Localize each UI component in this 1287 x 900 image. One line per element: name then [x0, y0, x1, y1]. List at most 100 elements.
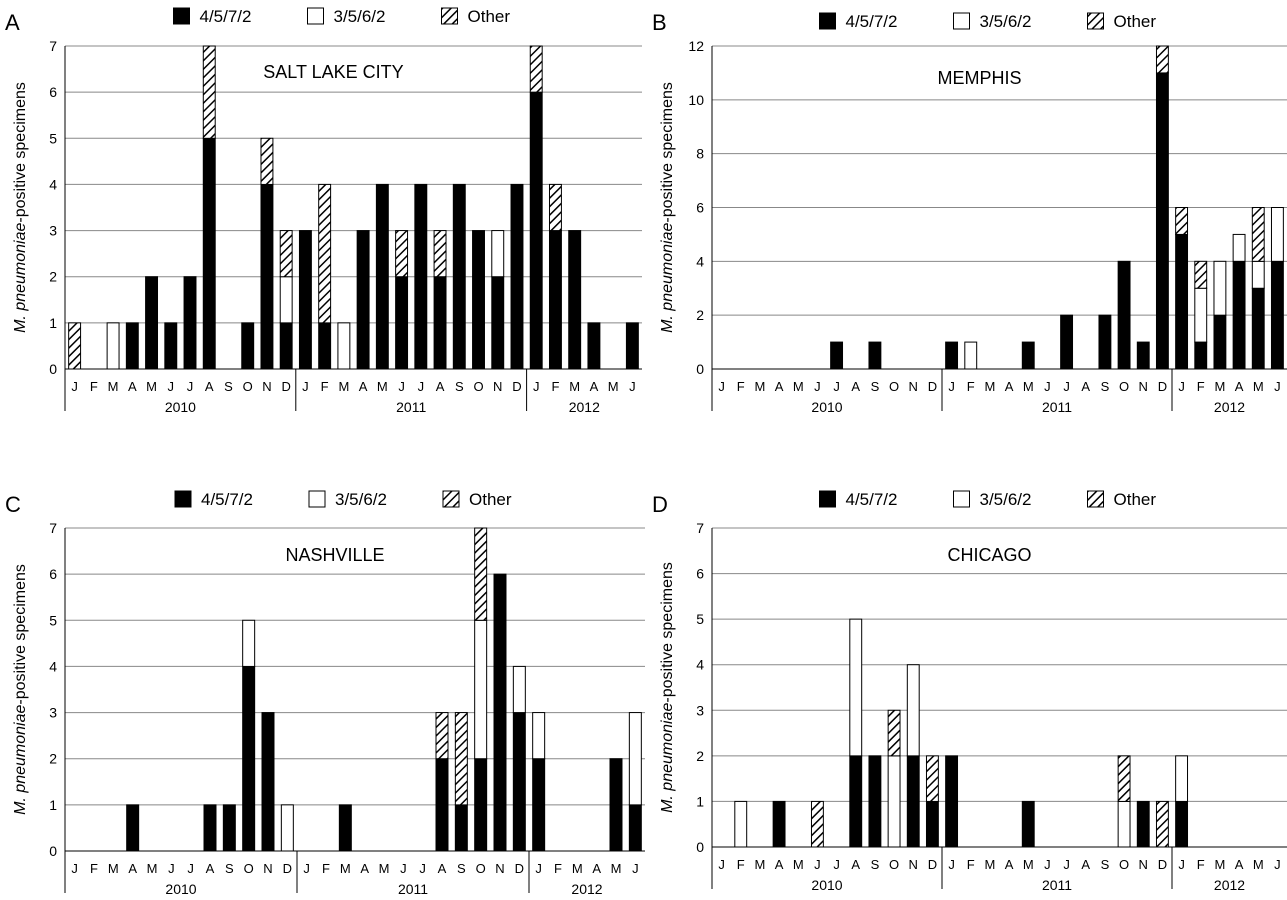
year-label: 2012 [571, 881, 602, 897]
x-tick-label: A [592, 861, 601, 876]
x-tick-label: O [473, 379, 483, 394]
legend-label-type-4572: 4/5/7/2 [846, 12, 898, 31]
chart-title: MEMPHIS [937, 68, 1021, 88]
bar-type-4572 [1232, 260, 1246, 370]
y-tick-label: 1 [49, 797, 57, 813]
bar-type-4572 [261, 712, 275, 852]
bar-type-4572 [628, 804, 642, 852]
x-tick-label: A [359, 379, 368, 394]
year-label: 2012 [1214, 399, 1245, 415]
x-tick-label: N [909, 857, 918, 872]
panel-d: D 4/5/7/2 3/5/6/2 Other 0 1 2 3 4 5 6 7 M. pneumonia… [652, 490, 1287, 893]
bar-type-4572 [472, 230, 485, 370]
x-tick-label: J [1274, 379, 1281, 394]
x-tick-label: M [572, 861, 583, 876]
legend-swatch-other [442, 490, 460, 508]
y-tick-label: 4 [49, 176, 57, 192]
y-tick-label: 6 [49, 566, 57, 582]
y-tick-label: 6 [696, 566, 704, 582]
bar-type-4572 [241, 322, 255, 370]
x-tick-label: A [590, 379, 599, 394]
year-label: 2010 [811, 877, 842, 893]
x-tick-label: S [1101, 379, 1110, 394]
bar-other [279, 230, 293, 278]
chart-title: NASHVILLE [285, 545, 384, 565]
year-label: 2011 [1042, 399, 1072, 415]
x-tick-label: N [262, 379, 271, 394]
x-tick-label: S [1101, 857, 1110, 872]
bar-type-4572 [830, 341, 844, 370]
y-tick-label: 3 [696, 702, 704, 718]
legend-label-type-3562: 3/5/6/2 [980, 490, 1032, 509]
bar-type-4572 [868, 341, 882, 370]
x-tick-label: O [889, 379, 899, 394]
bar-type-4572 [568, 230, 582, 370]
x-tick-label: N [1139, 857, 1148, 872]
panel-b: B 4/5/7/2 3/5/6/2 Other 0 2 4 6 8 10 12 M. pneumoni… [652, 10, 1287, 415]
bar-type-4572 [945, 755, 959, 848]
x-tick-label: S [457, 861, 466, 876]
bar-type-4572 [318, 322, 332, 370]
x-tick-label: J [1063, 379, 1070, 394]
x-tick-label: J [1178, 379, 1185, 394]
x-tick-label: M [1253, 379, 1264, 394]
x-tick-label: A [206, 861, 215, 876]
x-tick-label: M [108, 379, 119, 394]
x-tick-label: A [851, 857, 860, 872]
x-tick-label: J [948, 857, 955, 872]
x-tick-label: N [1139, 379, 1148, 394]
x-tick-label: J [400, 861, 407, 876]
x-tick-label: S [224, 379, 233, 394]
bar-type-3562 [1251, 260, 1265, 289]
x-tick-label: N [263, 861, 272, 876]
bar-type-4572 [532, 758, 546, 852]
x-tick-label: S [455, 379, 464, 394]
x-tick-label: F [1197, 379, 1205, 394]
x-tick-label: F [322, 861, 330, 876]
legend-swatch-other [441, 7, 458, 25]
x-tick-label: J [718, 857, 725, 872]
x-tick-label: J [71, 861, 78, 876]
bar-type-4572 [1270, 260, 1284, 370]
bar-other [435, 712, 449, 760]
bar-type-4572 [529, 91, 543, 370]
bar-type-4572 [849, 755, 863, 848]
legend-label-other: Other [468, 7, 511, 26]
legend-swatch-type-4572 [173, 7, 190, 25]
y-tick-label: 0 [49, 843, 57, 859]
x-tick-label: M [1023, 379, 1034, 394]
bar-type-3562 [887, 755, 901, 848]
bar-type-3562 [734, 800, 748, 848]
x-tick-label: M [1214, 379, 1225, 394]
bar-type-4572 [125, 322, 139, 370]
chart-title: SALT LAKE CITY [263, 62, 403, 82]
bar-type-3562 [1213, 260, 1227, 316]
x-tick-label: O [476, 861, 486, 876]
bar-type-4572 [510, 183, 524, 370]
bar-type-4572 [242, 665, 256, 852]
bar-type-4572 [1136, 341, 1150, 370]
x-tick-label: O [243, 379, 253, 394]
y-axis-label: M. pneumoniae-positive specimens [12, 82, 29, 333]
year-label: 2011 [398, 881, 428, 897]
x-tick-label: J [1274, 857, 1281, 872]
bar-type-4572 [625, 322, 639, 370]
bar-type-3562 [532, 712, 546, 760]
y-tick-label: 5 [49, 130, 57, 146]
legend-label-type-4572: 4/5/7/2 [201, 490, 253, 509]
x-tick-label: J [535, 861, 542, 876]
bar-type-4572 [474, 758, 488, 852]
legend-label-type-4572: 4/5/7/2 [200, 7, 252, 26]
y-tick-label: 2 [49, 751, 57, 767]
x-tick-label: O [1119, 379, 1129, 394]
bar-type-4572 [1175, 800, 1189, 848]
y-axis-label-rest: -positive specimens [12, 82, 29, 223]
x-tick-label: J [398, 379, 405, 394]
bar-type-3562 [628, 712, 642, 806]
panel-letter: B [652, 10, 667, 35]
x-tick-label: J [1178, 857, 1185, 872]
x-tick-label: A [128, 379, 137, 394]
bar-type-4572 [1213, 314, 1227, 370]
x-tick-label: A [1081, 379, 1090, 394]
